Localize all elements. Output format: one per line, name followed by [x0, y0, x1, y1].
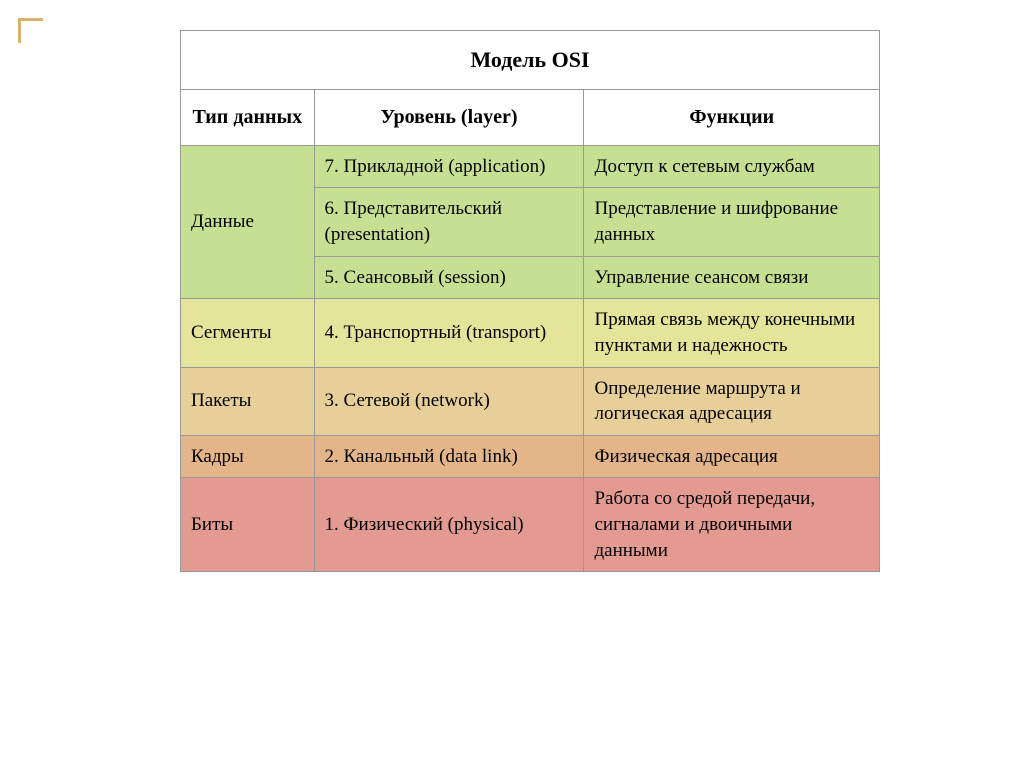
slide-corner-decoration: [18, 18, 43, 43]
header-type: Тип данных: [181, 89, 315, 145]
cell-function: Доступ к сетевым службам: [584, 145, 880, 188]
cell-layer: 3. Сетевой (network): [314, 367, 584, 435]
table-row: Сегменты4. Транспортный (transport)Пряма…: [181, 299, 880, 367]
cell-data-type: Биты: [181, 478, 315, 572]
header-func: Функции: [584, 89, 880, 145]
cell-data-type: Данные: [181, 145, 315, 299]
table-title: Модель OSI: [181, 31, 880, 90]
cell-function: Определение маршрута и логическая адреса…: [584, 367, 880, 435]
table-row: Биты1. Физический (physical)Работа со ср…: [181, 478, 880, 572]
cell-layer: 7. Прикладной (application): [314, 145, 584, 188]
cell-layer: 6. Представительский (presentation): [314, 188, 584, 256]
osi-table-container: Модель OSI Тип данных Уровень (layer) Фу…: [180, 30, 880, 572]
cell-function: Представление и шифрование данных: [584, 188, 880, 256]
cell-layer: 1. Физический (physical): [314, 478, 584, 572]
cell-layer: 2. Канальный (data link): [314, 435, 584, 478]
cell-data-type: Кадры: [181, 435, 315, 478]
table-row: Кадры2. Канальный (data link)Физическая …: [181, 435, 880, 478]
title-row: Модель OSI: [181, 31, 880, 90]
table-row: Данные7. Прикладной (application)Доступ …: [181, 145, 880, 188]
header-layer: Уровень (layer): [314, 89, 584, 145]
cell-function: Физическая адресация: [584, 435, 880, 478]
table-row: Пакеты3. Сетевой (network)Определение ма…: [181, 367, 880, 435]
cell-function: Прямая связь между конечными пунктами и …: [584, 299, 880, 367]
cell-layer: 5. Сеансовый (session): [314, 256, 584, 299]
cell-layer: 4. Транспортный (transport): [314, 299, 584, 367]
osi-model-table: Модель OSI Тип данных Уровень (layer) Фу…: [180, 30, 880, 572]
cell-function: Работа со средой передачи, сигналами и д…: [584, 478, 880, 572]
header-row: Тип данных Уровень (layer) Функции: [181, 89, 880, 145]
cell-function: Управление сеансом связи: [584, 256, 880, 299]
cell-data-type: Пакеты: [181, 367, 315, 435]
cell-data-type: Сегменты: [181, 299, 315, 367]
